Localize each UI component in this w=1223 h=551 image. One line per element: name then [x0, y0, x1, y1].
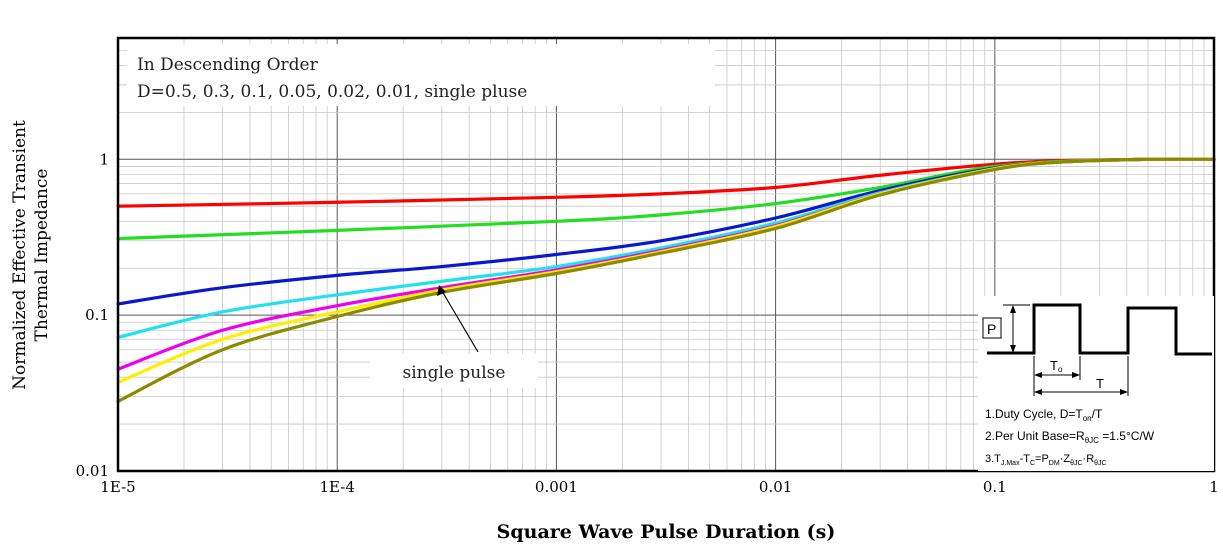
annotation-arrowhead	[437, 285, 446, 296]
x-tick-label: 0.1	[983, 478, 1007, 496]
inset-note-2: 2.Per Unit Base=RθJC =1.5°C/W	[985, 429, 1155, 445]
t-label: T	[1096, 376, 1104, 391]
y-axis-label-line1: Normalized Effective Transient	[10, 120, 30, 390]
y-tick-label: 1	[99, 150, 109, 168]
inset-note-1: 1.Duty Cycle, D=Ton/T	[985, 407, 1103, 423]
y-axis-label-line2: Thermal Impedance	[32, 169, 52, 342]
x-tick-label: 1	[1209, 478, 1219, 496]
pulse-waveform	[987, 303, 1212, 356]
ton-label: To	[1050, 358, 1063, 374]
p-label: P	[987, 321, 996, 337]
x-tick-label: 0.001	[535, 478, 578, 496]
annotation-arrow-line	[441, 290, 479, 353]
single-pulse-annotation: single pulse	[370, 285, 538, 388]
plot-frame	[116, 36, 1216, 473]
series-line-7	[116, 157, 1216, 403]
tick-labels: 1E-5 1E-4 0.001 0.01 0.1 1 0.01 0.1 1	[76, 150, 1219, 496]
x-tick-label: 1E-4	[320, 478, 355, 496]
x-axis-label: Square Wave Pulse Duration (s)	[497, 521, 836, 543]
legend-box: In Descending Order D=0.5, 0.3, 0.1, 0.0…	[127, 44, 715, 106]
single-pulse-label: single pulse	[403, 363, 506, 383]
duty-cycle-inset: P To T 1.Duty Cycle, D=Ton/T 2.Per Unit …	[978, 296, 1214, 471]
x-tick-label: 0.01	[759, 478, 792, 496]
y-axis-label: Normalized Effective Transient Thermal I…	[10, 120, 52, 390]
y-tick-label: 0.1	[85, 306, 109, 324]
inset-note-3: 3.TJ.Max-TC=PDM·ZθJC·RθJC	[985, 453, 1107, 467]
legend-line2: D=0.5, 0.3, 0.1, 0.05, 0.02, 0.01, singl…	[137, 82, 527, 102]
series-group	[116, 157, 1216, 403]
y-tick-label: 0.01	[76, 462, 109, 480]
x-tick-label: 1E-5	[100, 478, 135, 496]
legend-line1: In Descending Order	[137, 55, 319, 75]
